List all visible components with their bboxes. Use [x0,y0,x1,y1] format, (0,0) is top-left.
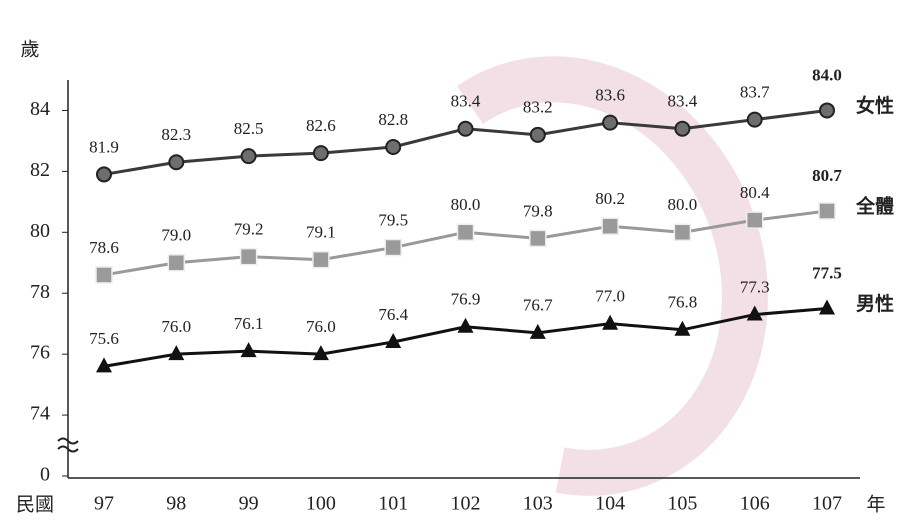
decor-ring [457,56,768,496]
value-label: 84.0 [812,65,842,84]
marker [602,114,619,131]
x-tick-label: 100 [306,493,336,515]
x-tick-label: 104 [595,493,625,515]
value-label: 77.3 [740,277,770,296]
marker [312,345,329,361]
legend-label: 全體 [855,194,894,217]
marker [456,223,475,242]
marker [674,120,691,137]
marker [167,254,186,272]
value-label: 83.7 [740,83,770,102]
marker [385,139,402,156]
marker [96,357,112,373]
legend-label: 女性 [856,94,894,117]
marker [168,154,185,171]
y-tick-label: 84 [30,98,50,120]
marker [819,299,835,315]
value-label: 79.2 [234,220,264,239]
value-label: 80.7 [812,166,842,185]
marker [240,148,257,165]
marker [312,145,329,162]
value-label: 80.2 [595,189,625,208]
value-label: 79.5 [378,210,408,229]
value-label: 82.5 [234,119,264,138]
value-label: 83.2 [523,98,553,117]
x-tick-label: 107 [812,493,842,515]
marker [529,323,546,339]
value-label: 80.0 [668,195,698,214]
x-tick-label: 98 [166,493,186,515]
value-label: 80.0 [451,195,481,214]
x-tick-label: 103 [523,493,553,515]
marker [168,345,185,361]
value-label: 76.4 [378,305,408,324]
y-tick-label: 74 [30,403,50,425]
marker [240,342,257,358]
marker [96,166,112,183]
marker [384,238,402,257]
value-label: 76.8 [668,293,698,312]
marker [601,217,619,235]
marker [674,320,691,336]
marker [529,126,546,143]
marker [385,332,402,348]
value-label: 76.0 [306,317,336,336]
marker [818,202,836,220]
x-tick-label: 106 [740,493,770,515]
value-label: 75.6 [89,329,119,348]
marker [746,305,763,321]
value-label: 76.1 [234,314,264,333]
value-label: 83.4 [668,92,698,111]
x-axis-label: 民國 [16,494,54,516]
x-tick-label: 101 [378,493,408,515]
legend-label: 男性 [856,292,894,315]
x-tick-label: 102 [451,493,481,515]
marker [746,111,763,128]
value-label: 82.6 [306,116,336,135]
y-tick-label: 76 [30,342,50,364]
marker [312,250,330,269]
y-tick-label: 80 [30,220,50,242]
value-label: 77.5 [812,263,842,282]
value-label: 76.0 [161,317,191,336]
marker [529,229,547,248]
x-axis-unit: 年 [866,494,885,516]
marker [457,317,474,333]
y-axis-label: 歲 [20,39,39,61]
value-label: 80.4 [740,183,770,202]
axis-break [57,437,79,453]
y-tick-label: 0 [40,464,50,486]
value-label: 79.1 [306,223,336,242]
value-label: 79.8 [523,201,553,220]
value-label: 81.9 [89,137,119,156]
x-tick-label: 97 [94,493,114,515]
value-label: 82.3 [161,125,191,144]
x-tick-label: 105 [667,493,697,515]
marker [95,266,113,284]
value-label: 83.4 [451,92,481,111]
value-label: 83.6 [595,86,625,105]
value-label: 77.0 [595,287,625,306]
marker [673,223,692,242]
value-label: 79.0 [161,226,191,245]
marker [239,247,258,266]
marker [602,314,619,330]
x-tick-label: 99 [239,493,259,515]
marker [745,211,764,229]
marker [819,102,835,119]
value-label: 76.7 [523,296,553,315]
marker [457,120,474,137]
y-tick-label: 78 [30,281,50,303]
value-label: 78.6 [89,238,119,257]
y-tick-label: 82 [30,159,50,181]
value-label: 76.9 [451,290,481,309]
value-label: 82.8 [378,110,408,129]
